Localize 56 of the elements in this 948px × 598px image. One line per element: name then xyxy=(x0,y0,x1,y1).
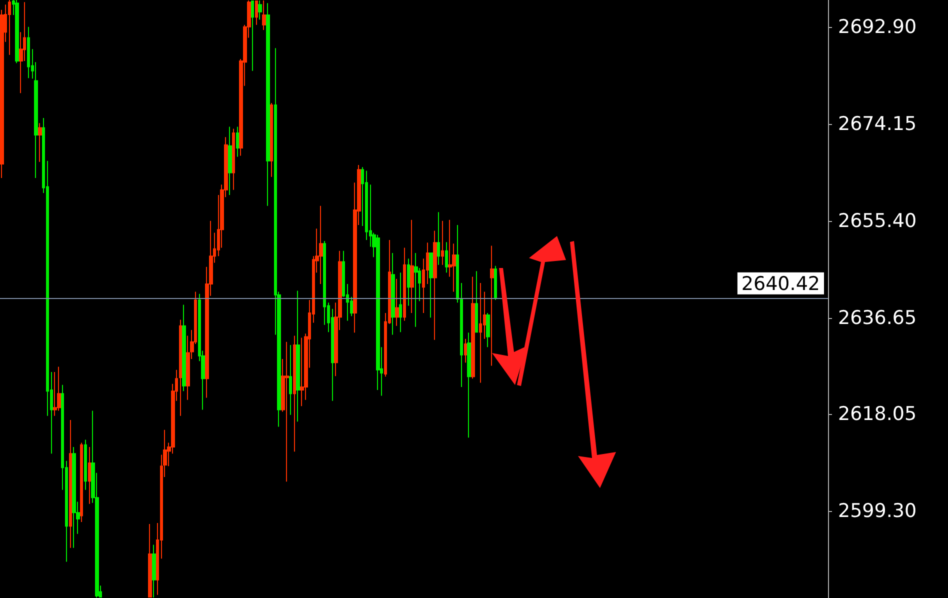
candlestick xyxy=(486,312,490,348)
candlestick xyxy=(494,265,497,301)
candlestick xyxy=(84,439,87,490)
candlestick xyxy=(8,0,11,56)
y-tick-label: 2692.90 xyxy=(838,16,917,38)
candlestick xyxy=(152,544,156,598)
candlestick xyxy=(80,442,83,522)
candlestick xyxy=(403,247,406,322)
candlestick xyxy=(319,205,323,284)
candlestick xyxy=(395,278,399,326)
candlestick xyxy=(296,290,300,422)
candlestick xyxy=(429,252,433,318)
y-tick-label: 2599.30 xyxy=(838,500,917,522)
candlestick xyxy=(88,446,91,504)
candlestick xyxy=(475,270,478,334)
candlestick xyxy=(182,304,186,392)
candlestick xyxy=(391,252,395,336)
candlestick xyxy=(148,524,152,598)
candlestick xyxy=(251,0,254,72)
candlestick xyxy=(300,337,304,407)
candlestick xyxy=(285,341,289,482)
candlestick xyxy=(15,0,19,64)
candlestick xyxy=(293,335,296,452)
candlestick xyxy=(72,446,76,548)
candlestick xyxy=(289,344,292,416)
candlestick xyxy=(255,0,258,26)
candlestick xyxy=(479,282,482,384)
candlestick xyxy=(407,258,410,306)
candlestick xyxy=(445,242,448,274)
candlestick xyxy=(471,276,475,380)
candlestick xyxy=(414,252,418,328)
candlestick xyxy=(53,371,57,416)
candlestick xyxy=(464,338,467,364)
y-tick-label: 2674.15 xyxy=(838,112,917,135)
candlestick xyxy=(179,319,182,416)
candlestick xyxy=(38,122,42,162)
candlestick xyxy=(433,230,437,340)
candlestick xyxy=(69,420,72,548)
ref-line-label: 2640.42 xyxy=(741,272,820,295)
candlestick xyxy=(410,219,414,314)
candlestick xyxy=(437,212,440,266)
y-tick-label: 2636.65 xyxy=(838,306,917,329)
candlestick xyxy=(262,0,266,31)
candlestick xyxy=(399,272,402,333)
candlestick xyxy=(228,126,232,196)
candlestick xyxy=(467,332,471,438)
y-tick-label: 2655.40 xyxy=(838,210,917,232)
candlestick xyxy=(441,220,444,266)
candlestick xyxy=(490,245,494,366)
candlestick xyxy=(236,126,239,158)
y-tick-label: 2618.05 xyxy=(838,403,917,426)
candlestick xyxy=(232,128,235,190)
candlestick xyxy=(27,26,30,79)
candlestick xyxy=(266,2,270,206)
candlestick xyxy=(258,0,262,20)
candlestick xyxy=(270,102,273,178)
